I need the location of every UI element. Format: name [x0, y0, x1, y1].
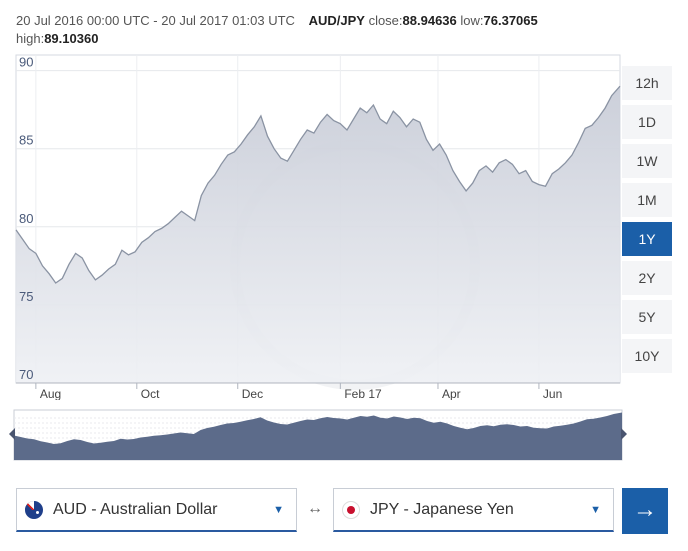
date-range: 20 Jul 2016 00:00 UTC - 20 Jul 2017 01:0… — [16, 13, 295, 28]
navigator-area — [14, 412, 622, 460]
high-value: 89.10360 — [44, 31, 99, 46]
x-tick-label: Dec — [242, 387, 263, 400]
japan-flag-icon — [342, 500, 360, 519]
low-label: low: — [460, 13, 484, 28]
range-selector: 12h 1D 1W 1M 1Y 2Y 5Y 10Y — [622, 66, 672, 378]
x-tick-label: Oct — [141, 387, 160, 400]
series-line — [15, 85, 621, 284]
y-tick-label: 85 — [19, 133, 33, 148]
range-button-1d[interactable]: 1D — [622, 105, 672, 139]
x-tick-label: Aug — [40, 387, 61, 400]
y-tick-label: 90 — [19, 55, 33, 70]
series-area — [16, 86, 620, 383]
range-button-5y[interactable]: 5Y — [622, 300, 672, 334]
range-button-10y[interactable]: 10Y — [622, 339, 672, 373]
x-tick-label: Jun — [543, 387, 562, 400]
close-value: 88.94636 — [402, 13, 457, 28]
main-chart[interactable]: 70 75 80 85 90 Aug Oct Dec Feb 17 Apr Jun — [0, 50, 688, 400]
low-value: 76.37065 — [483, 13, 538, 28]
range-button-12h[interactable]: 12h — [622, 66, 672, 100]
range-button-1w[interactable]: 1W — [622, 144, 672, 178]
from-currency-label: AUD - Australian Dollar — [53, 500, 218, 518]
australia-flag-icon — [25, 500, 43, 519]
navigator-chart[interactable] — [0, 406, 688, 466]
y-tick-label: 75 — [19, 289, 33, 304]
to-currency-label: JPY - Japanese Yen — [370, 500, 514, 518]
currency-pair: AUD/JPY — [308, 13, 365, 28]
close-label: close: — [368, 13, 403, 28]
high-label: high: — [16, 31, 45, 46]
swap-currencies-button[interactable]: ↔ — [307, 500, 323, 517]
navigator-left-handle[interactable] — [9, 428, 15, 440]
range-button-1y[interactable]: 1Y — [622, 222, 672, 256]
to-currency-select[interactable]: JPY - Japanese Yen ▼ — [333, 488, 614, 532]
chevron-down-icon: ▼ — [590, 503, 601, 516]
chevron-down-icon: ▼ — [273, 503, 284, 516]
from-currency-select[interactable]: AUD - Australian Dollar ▼ — [16, 488, 297, 532]
y-tick-label: 70 — [19, 367, 33, 382]
chart-header: 20 Jul 2016 00:00 UTC - 20 Jul 2017 01:0… — [16, 12, 676, 48]
navigator-right-handle[interactable] — [621, 428, 627, 440]
convert-arrow-button[interactable]: → — [622, 488, 668, 534]
x-tick-label: Apr — [442, 387, 461, 400]
range-button-1m[interactable]: 1M — [622, 183, 672, 217]
x-tick-label: Feb 17 — [344, 387, 382, 400]
y-tick-label: 80 — [19, 211, 33, 226]
range-button-2y[interactable]: 2Y — [622, 261, 672, 295]
